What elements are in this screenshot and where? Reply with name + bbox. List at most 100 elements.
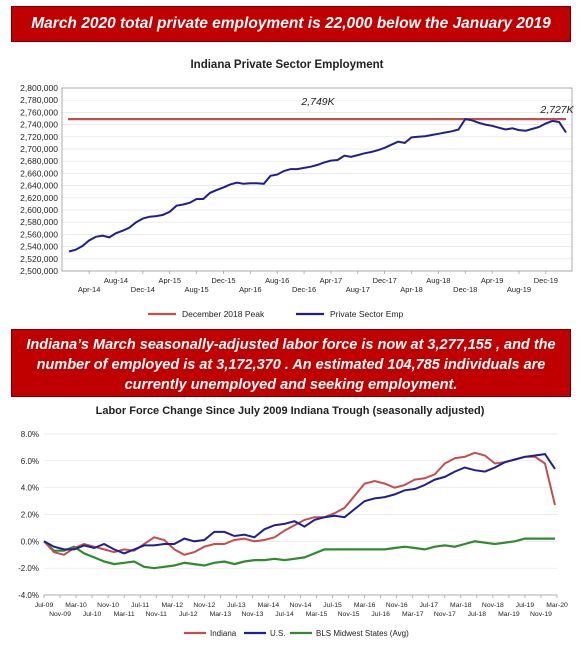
chart1-x-tick-label: Aug-16 [265, 276, 289, 285]
chart2-x-tick-label: Jul-16 [371, 611, 390, 618]
chart2-x-tick-label: Mar-18 [450, 602, 472, 609]
chart2-x-tick-label: Nov-11 [146, 611, 168, 618]
chart1-x-tick-label: Dec-14 [131, 285, 155, 294]
chart1-y-tick-label: 2,600,000 [20, 205, 58, 215]
chart2-x-tick-label: Mar-19 [498, 611, 520, 618]
chart2-x-tick-label: Jul-15 [323, 602, 342, 609]
chart1-y-tick-label: 2,740,000 [20, 120, 58, 130]
chart1-y-tick-label: 2,620,000 [20, 193, 58, 203]
chart1-x-tick-label: Aug-17 [346, 285, 370, 294]
chart1-y-tick-label: 2,500,000 [20, 266, 58, 276]
chart1-x-tick-label: Aug-18 [426, 276, 450, 285]
chart2-x-tick-label: Mar-17 [402, 611, 424, 618]
chart2-x-tick-label: Jul-13 [227, 602, 246, 609]
chart2-y-tick-labels: -4.0% -2.0% 0.0% 2.0% 4.0% 6.0% 8.0% [18, 430, 39, 600]
chart2-y-tick-label: 0.0% [21, 537, 39, 546]
chart1-y-tick-label: 2,520,000 [20, 254, 58, 264]
chart1-x-tick-label: Apr-18 [400, 285, 423, 294]
chart2-x-tick-label: Jul-11 [131, 602, 149, 609]
indiana-line [43, 451, 556, 556]
chart2-x-tick-label: Jul-10 [83, 611, 102, 618]
chart2-x-tick-label: Nov-15 [338, 611, 360, 618]
chart2-x-tick-label: Nov-19 [530, 611, 552, 618]
legend-label-indiana: Indiana [210, 629, 237, 638]
chart1-y-tick-label: 2,540,000 [20, 242, 58, 252]
headline-banner-labor-force: Indiana’s March seasonally-adjusted labo… [11, 329, 571, 397]
legend-label-us: U.S. [270, 629, 286, 638]
chart1-y-tick-label: 2,720,000 [20, 132, 58, 142]
chart1-plot-frame [61, 87, 573, 272]
chart2-y-tick-label: -4.0% [18, 591, 39, 600]
chart2-x-tick-label: Jul-19 [516, 602, 535, 609]
private-employment-chart: Indiana Private Sector Employment 2,500,… [20, 59, 574, 319]
chart1-x-tick-label: Apr-15 [158, 276, 181, 285]
chart1-x-tick-label: Apr-14 [78, 285, 101, 294]
chart1-x-tick-label: Aug-19 [507, 285, 531, 294]
chart2-x-tick-label: Jul-18 [468, 611, 487, 618]
chart1-title: Indiana Private Sector Employment [190, 59, 383, 71]
chart2-title: Labor Force Change Since July 2009 India… [96, 405, 485, 417]
chart1-x-tick-label: Dec-15 [211, 276, 235, 285]
private-emp-line [68, 117, 567, 253]
chart2-x-tick-label: Mar-13 [210, 611, 232, 618]
legend-label-peak: December 2018 Peak [182, 309, 265, 319]
chart2-gridlines [44, 433, 557, 596]
chart2-x-tick-label: Nov-12 [193, 602, 215, 609]
legend-label-midwest: BLS Midwest States (Avg) [316, 629, 409, 638]
chart1-y-tick-label: 2,780,000 [20, 95, 58, 105]
chart2-x-tick-label: Mar-10 [65, 602, 87, 609]
chart2-x-tick-labels: Jul-09 Mar-10 Nov-10 Jul-11 Mar-12 Nov-12 Jul-… [35, 595, 568, 618]
chart2-x-tick-label: Mar-20 [546, 602, 568, 609]
chart1-x-tick-label: Aug-15 [185, 285, 209, 294]
chart1-y-tick-label: 2,560,000 [20, 229, 58, 239]
chart2-x-tick-label: Mar-11 [114, 611, 135, 618]
chart1-y-tick-label: 2,660,000 [20, 168, 58, 178]
chart2-x-tick-label: Nov-10 [97, 602, 119, 609]
chart1-x-tick-label: Dec-16 [292, 285, 316, 294]
chart2-x-tick-label: Nov-13 [241, 611, 263, 618]
chart1-y-tick-labels: 2,500,000 2,520,000 2,540,000 2,560,000 2,58… [20, 83, 58, 276]
chart1-y-tick-label: 2,680,000 [20, 156, 58, 166]
chart2-y-tick-label: 6.0% [21, 457, 39, 466]
chart2-x-tick-label: Mar-16 [354, 602, 376, 609]
chart1-x-tick-label: Dec-19 [534, 276, 558, 285]
chart1-y-tick-label: 2,700,000 [20, 144, 58, 154]
chart2-x-tick-label: Jul-09 [35, 602, 54, 609]
chart2-x-tick-label: Jul-17 [419, 602, 438, 609]
headline-banner-employment: March 2020 total private employment is 2… [11, 6, 571, 66]
chart1-y-tick-label: 2,800,000 [20, 83, 58, 93]
legend-label-emp: Private Sector Emp [330, 309, 403, 319]
chart2-x-tick-label: Nov-18 [482, 602, 504, 609]
chart2-x-tick-label: Nov-14 [290, 602, 312, 609]
us-line [43, 453, 556, 555]
chart1-x-tick-label: Aug-14 [104, 276, 128, 285]
chart2-y-tick-label: 8.0% [21, 430, 39, 439]
chart2-x-tick-label: Nov-09 [49, 611, 71, 618]
chart2-x-tick-label: Jul-14 [275, 611, 294, 618]
peak-annotation: 2,749K [300, 96, 335, 108]
labor-force-change-chart: Labor Force Change Since July 2009 India… [18, 405, 568, 638]
chart1-x-tick-label: Dec-18 [453, 285, 477, 294]
chart1-gridlines [62, 87, 572, 272]
chart1-x-tick-label: Apr-16 [239, 285, 262, 294]
chart2-legend: Indiana U.S. BLS Midwest States (Avg) [184, 629, 409, 638]
chart1-y-tick-label: 2,580,000 [20, 217, 58, 227]
chart2-x-tick-label: Jul-12 [179, 611, 198, 618]
chart2-x-tick-label: Nov-16 [386, 602, 408, 609]
chart2-x-tick-label: Mar-15 [306, 611, 328, 618]
chart1-y-tick-label: 2,760,000 [20, 107, 58, 117]
chart2-y-tick-label: 4.0% [21, 484, 39, 493]
chart2-x-tick-label: Mar-14 [258, 602, 280, 609]
chart1-x-tick-label: Apr-19 [481, 276, 504, 285]
chart1-y-tick-label: 2,640,000 [20, 181, 58, 191]
chart2-y-tick-label: -2.0% [18, 564, 39, 573]
chart2-x-tick-label: Mar-12 [161, 602, 183, 609]
chart2-x-tick-label: Nov-17 [434, 611, 456, 618]
chart2-y-tick-label: 2.0% [21, 511, 39, 520]
chart1-x-tick-label: Apr-17 [320, 276, 343, 285]
latest-annotation: 2,727K [539, 104, 574, 116]
midwest-line [43, 537, 555, 570]
chart1-x-tick-label: Dec-17 [373, 276, 397, 285]
chart1-legend: December 2018 Peak Private Sector Emp [148, 309, 403, 319]
